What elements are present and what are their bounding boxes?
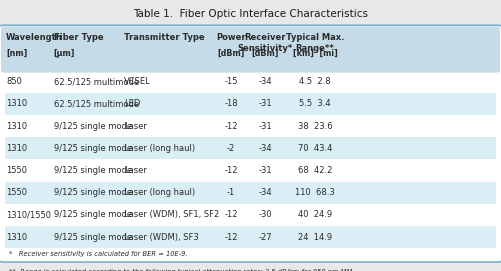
Text: Laser (long haul): Laser (long haul) <box>124 144 195 153</box>
Text: -12: -12 <box>224 210 238 220</box>
Text: Wavelength: Wavelength <box>6 33 63 42</box>
Text: 62.5/125 multimode: 62.5/125 multimode <box>54 77 139 86</box>
Text: Laser: Laser <box>124 121 147 131</box>
Text: [dBm]: [dBm] <box>217 49 245 58</box>
Text: 1310: 1310 <box>6 99 27 108</box>
Text: 9/125 single mode: 9/125 single mode <box>54 188 132 197</box>
Text: -12: -12 <box>224 233 238 242</box>
Text: 110  68.3: 110 68.3 <box>295 188 335 197</box>
Text: Receiver
Sensitivity*: Receiver Sensitivity* <box>237 33 293 53</box>
Text: Laser (long haul): Laser (long haul) <box>124 188 195 197</box>
Text: [μm]: [μm] <box>54 49 75 58</box>
Text: Typical Max.
Range**: Typical Max. Range** <box>286 33 344 53</box>
Text: -27: -27 <box>258 233 272 242</box>
Text: 9/125 single mode: 9/125 single mode <box>54 166 132 175</box>
Text: 9/125 single mode: 9/125 single mode <box>54 233 132 242</box>
Text: Power: Power <box>216 33 246 42</box>
Text: 70  43.4: 70 43.4 <box>298 144 332 153</box>
Text: 40  24.9: 40 24.9 <box>298 210 332 220</box>
Text: Fiber Type: Fiber Type <box>54 33 103 42</box>
Text: 1310: 1310 <box>6 233 27 242</box>
Text: 1310: 1310 <box>6 121 27 131</box>
Text: 4.5  2.8: 4.5 2.8 <box>299 77 331 86</box>
Text: -34: -34 <box>258 188 272 197</box>
Text: 62.5/125 multimode: 62.5/125 multimode <box>54 99 139 108</box>
Text: [dBm]: [dBm] <box>252 49 279 58</box>
Text: Table 1.  Fiber Optic Interface Characteristics: Table 1. Fiber Optic Interface Character… <box>133 9 368 20</box>
Text: -12: -12 <box>224 121 238 131</box>
Text: 1310/1550: 1310/1550 <box>6 210 51 220</box>
Text: -31: -31 <box>258 166 272 175</box>
Text: 24  14.9: 24 14.9 <box>298 233 332 242</box>
Text: 9/125 single mode: 9/125 single mode <box>54 210 132 220</box>
Text: -12: -12 <box>224 166 238 175</box>
Text: 9/125 single mode: 9/125 single mode <box>54 144 132 153</box>
Text: [km]  [mi]: [km] [mi] <box>293 49 338 58</box>
Text: -30: -30 <box>258 210 272 220</box>
Text: [nm]: [nm] <box>6 49 28 58</box>
Text: -34: -34 <box>258 77 272 86</box>
Text: Transmitter Type: Transmitter Type <box>124 33 204 42</box>
Text: Laser (WDM), SF3: Laser (WDM), SF3 <box>124 233 198 242</box>
Text: -31: -31 <box>258 99 272 108</box>
Text: 38  23.6: 38 23.6 <box>298 121 333 131</box>
Text: 9/125 single mode: 9/125 single mode <box>54 121 132 131</box>
Text: Laser: Laser <box>124 166 147 175</box>
Text: -18: -18 <box>224 99 238 108</box>
Text: -1: -1 <box>227 188 235 197</box>
Text: 68  42.2: 68 42.2 <box>298 166 332 175</box>
Text: -34: -34 <box>258 144 272 153</box>
Text: -2: -2 <box>227 144 235 153</box>
Text: -31: -31 <box>258 121 272 131</box>
Text: 1310: 1310 <box>6 144 27 153</box>
Text: Laser (WDM), SF1, SF2: Laser (WDM), SF1, SF2 <box>124 210 219 220</box>
Text: **  Range is calculated according to the following typical attenuation rates: 3.: ** Range is calculated according to the … <box>9 269 358 271</box>
Text: 5.5  3.4: 5.5 3.4 <box>299 99 331 108</box>
Text: *   Receiver sensitivity is calculated for BER = 10E-9.: * Receiver sensitivity is calculated for… <box>9 251 187 257</box>
Text: 1550: 1550 <box>6 188 27 197</box>
Text: 850: 850 <box>6 77 22 86</box>
Text: VCSEL: VCSEL <box>124 77 150 86</box>
Text: 1550: 1550 <box>6 166 27 175</box>
Text: LED: LED <box>124 99 140 108</box>
Text: -15: -15 <box>224 77 238 86</box>
